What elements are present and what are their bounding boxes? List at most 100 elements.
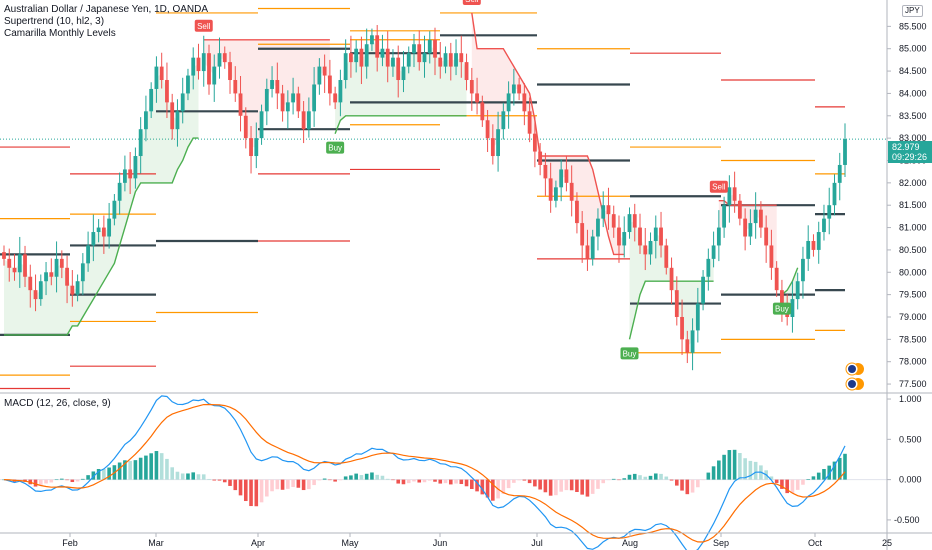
y-tick-label: 80.500 bbox=[899, 245, 927, 255]
candle-body bbox=[327, 75, 332, 94]
macd-histogram-bar bbox=[233, 479, 238, 491]
candle-body bbox=[128, 169, 133, 179]
macd-histogram-bar bbox=[175, 471, 180, 480]
signal-label: Buy bbox=[775, 305, 789, 314]
candle-body bbox=[469, 80, 474, 94]
y-tick-label: 79.500 bbox=[899, 290, 927, 300]
macd-histogram-bar bbox=[643, 476, 648, 480]
macd-histogram-bar bbox=[96, 468, 101, 480]
candle-body bbox=[701, 276, 705, 304]
signal-label: Buy bbox=[328, 144, 342, 153]
candle-body bbox=[611, 214, 616, 228]
y-tick-label: 83.000 bbox=[899, 133, 927, 143]
candle-body bbox=[795, 281, 800, 300]
macd-histogram-bar bbox=[422, 479, 427, 483]
candle-body bbox=[685, 339, 690, 353]
macd-histogram-bar bbox=[138, 457, 143, 480]
candle-body bbox=[596, 218, 600, 237]
flag-icon bbox=[848, 380, 856, 388]
candle-body bbox=[23, 254, 27, 277]
x-tick-label: Sep bbox=[713, 538, 729, 548]
currency-badge[interactable]: JPY bbox=[902, 5, 923, 17]
buy-signal bbox=[620, 347, 639, 360]
candle-body bbox=[764, 227, 769, 246]
candle-body bbox=[827, 205, 832, 219]
candle-body bbox=[627, 214, 632, 233]
supertrend-fill bbox=[4, 64, 199, 335]
macd-histogram-bar bbox=[564, 479, 569, 491]
candle-body bbox=[370, 35, 374, 45]
candle-body bbox=[511, 84, 516, 94]
macd-histogram-bar bbox=[286, 479, 290, 489]
candles bbox=[2, 25, 847, 371]
macd-histogram-bar bbox=[617, 479, 621, 481]
y-tick-label: 81.500 bbox=[899, 200, 927, 210]
candle-body bbox=[412, 44, 416, 54]
candle-body bbox=[780, 290, 784, 309]
macd-histogram-bar bbox=[228, 479, 232, 486]
candle-body bbox=[385, 48, 390, 67]
macd-histogram-bar bbox=[312, 479, 316, 486]
candle-body bbox=[548, 178, 553, 201]
macd-histogram-bar bbox=[717, 460, 721, 480]
camarilla-legend: Camarilla Monthly Levels bbox=[4, 28, 116, 39]
macd-histogram-bar bbox=[659, 473, 663, 480]
macd-histogram-bar bbox=[128, 461, 132, 480]
macd-histogram-bar bbox=[165, 458, 169, 480]
candle-body bbox=[532, 133, 537, 152]
macd-histogram-bar bbox=[38, 479, 43, 486]
macd-histogram-bar bbox=[448, 479, 453, 485]
macd-histogram-bar bbox=[748, 460, 753, 480]
macd-histogram-bar bbox=[301, 479, 306, 491]
candle-body bbox=[91, 232, 96, 246]
macd-histogram-bar bbox=[559, 479, 563, 492]
macd-histogram-bar bbox=[464, 479, 469, 487]
candle-body bbox=[837, 164, 842, 183]
candle-body bbox=[285, 102, 290, 112]
y-tick-label: 81.000 bbox=[899, 223, 927, 233]
candle-body bbox=[622, 232, 627, 246]
macd-line bbox=[3, 395, 846, 550]
macd-histogram-bar bbox=[375, 474, 379, 480]
candle-body bbox=[306, 111, 311, 130]
macd-histogram-bar bbox=[433, 479, 437, 482]
macd-histogram-bar bbox=[470, 479, 474, 490]
macd-histogram-bar bbox=[201, 474, 206, 480]
macd-histogram-bar bbox=[580, 479, 584, 495]
macd-histogram-bar bbox=[527, 479, 532, 484]
candle-body bbox=[811, 240, 816, 250]
candle-body bbox=[65, 267, 69, 286]
flag-icon bbox=[848, 365, 856, 373]
candle-body bbox=[238, 93, 243, 116]
candle-body bbox=[722, 205, 727, 228]
macd-histogram-bar bbox=[196, 474, 201, 480]
candle-body bbox=[196, 57, 201, 72]
candle-body bbox=[711, 245, 716, 259]
macd-histogram-bar bbox=[548, 479, 553, 496]
macd-histogram-bar bbox=[675, 479, 679, 486]
macd-histogram-bar bbox=[354, 473, 358, 480]
supertrend-line bbox=[334, 115, 467, 134]
macd-histogram-bar bbox=[270, 479, 274, 492]
candle-body bbox=[12, 267, 17, 273]
candle-body bbox=[664, 245, 669, 268]
macd-tick-label: 1.000 bbox=[899, 394, 922, 404]
candle-body bbox=[217, 53, 222, 67]
supertrend-line bbox=[781, 267, 799, 296]
macd-histogram-bar bbox=[438, 479, 443, 484]
candle-body bbox=[632, 214, 637, 228]
macd-histogram-bar bbox=[243, 479, 248, 502]
candle-body bbox=[349, 53, 353, 63]
macd-histogram-bar bbox=[706, 472, 711, 480]
candle-body bbox=[28, 276, 33, 291]
macd-histogram-bar bbox=[475, 479, 479, 492]
candle-body bbox=[359, 48, 364, 67]
macd-histogram-bar bbox=[590, 479, 595, 494]
candle-body bbox=[322, 66, 327, 76]
candle-body bbox=[674, 290, 679, 317]
candle-body bbox=[575, 200, 579, 224]
x-tick-label: 25 bbox=[882, 538, 892, 548]
candle-body bbox=[7, 258, 12, 268]
signal-label: Sell bbox=[465, 0, 479, 4]
macd-histogram-bar bbox=[543, 479, 548, 493]
